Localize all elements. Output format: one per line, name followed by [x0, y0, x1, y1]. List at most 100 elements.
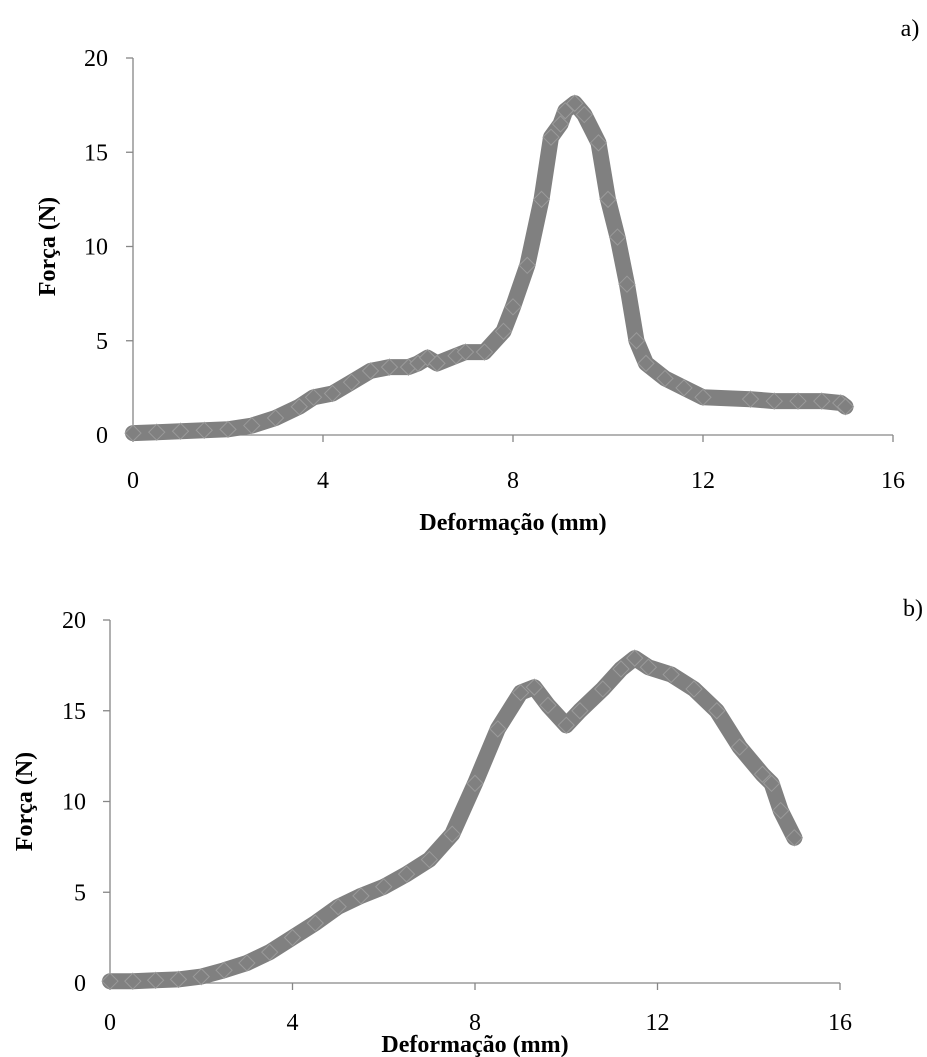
data-point [518, 256, 536, 275]
data-point [525, 678, 544, 696]
data-point [494, 322, 513, 341]
y-tick-label: 5 [74, 880, 86, 906]
x-tick-label: 16 [881, 468, 905, 494]
data-point [608, 228, 627, 246]
data-point [694, 388, 712, 407]
data-point [551, 115, 570, 133]
data-point [124, 424, 142, 442]
data-point [219, 420, 237, 439]
data-point [243, 416, 261, 435]
data-point [342, 373, 361, 391]
data-point [192, 967, 210, 986]
data-point [542, 128, 560, 146]
data-point [148, 423, 166, 441]
data-point [361, 362, 380, 380]
data-point [557, 716, 575, 734]
x-tick-label: 0 [104, 1010, 116, 1036]
x-tick-label: 0 [127, 468, 139, 494]
data-point [420, 850, 439, 869]
data-point [428, 354, 446, 373]
data-point [511, 683, 530, 702]
data-point [329, 898, 347, 916]
data-point [813, 392, 831, 410]
y-axis-title: Força (N) [35, 197, 61, 296]
y-axis-title: Força (N) [12, 752, 38, 851]
data-point [504, 298, 522, 316]
data-point [171, 422, 190, 440]
x-tick-label: 4 [287, 1010, 299, 1036]
y-tick-label: 20 [62, 608, 86, 634]
data-point [753, 765, 772, 783]
data-point [741, 390, 760, 408]
x-tick-label: 8 [469, 1010, 481, 1036]
data-point [594, 680, 612, 698]
data-point [662, 665, 680, 684]
x-tick-label: 12 [691, 468, 715, 494]
data-point [599, 190, 617, 209]
data-point [771, 801, 790, 820]
chart-panel-b: 0 4 8 12 16 0 5 10 15 20 Deformação (mm) Força (N) b… [12, 596, 923, 1057]
x-axis-title: Deformação (mm) [419, 510, 606, 536]
data-point [466, 774, 484, 793]
data-point [323, 384, 342, 403]
data-point [397, 865, 416, 883]
y-tick-label: 10 [62, 790, 86, 816]
data-point [627, 332, 646, 350]
data-point [195, 421, 213, 439]
data-point [675, 379, 693, 397]
data-point [352, 887, 370, 905]
data-point [656, 369, 674, 388]
y-tick-label: 15 [62, 699, 86, 725]
data-point [571, 702, 589, 720]
y-tick-label: 10 [84, 235, 108, 261]
data-point [489, 720, 507, 738]
data-point [618, 275, 636, 293]
data-point [124, 972, 142, 990]
data-point [304, 388, 323, 407]
y-tick-label: 0 [96, 423, 108, 449]
data-point [443, 825, 461, 843]
series-line [102, 650, 803, 990]
data-point [556, 102, 574, 120]
x-tick-label: 16 [828, 1010, 852, 1036]
x-tick-label: 12 [646, 1010, 670, 1036]
data-point [639, 658, 658, 676]
data-point [532, 190, 551, 209]
panel-label: a) [901, 16, 920, 42]
y-tick-label: 20 [84, 46, 108, 72]
data-point [380, 358, 399, 376]
chart-panel-a: 0 4 8 12 16 0 5 10 15 20 Deformação (mm) Força (N) a… [35, 16, 919, 536]
data-point [266, 409, 285, 427]
x-axis-title: Deformação (mm) [381, 1032, 568, 1057]
data-point [789, 392, 807, 410]
x-tick-label: 4 [317, 468, 329, 494]
data-point [283, 928, 302, 947]
data-point [290, 398, 308, 416]
data-point [215, 961, 233, 980]
data-point [589, 134, 608, 152]
data-point [306, 914, 325, 932]
data-point [169, 970, 188, 989]
data-point [146, 971, 165, 989]
y-tick-label: 5 [96, 329, 108, 355]
data-point [238, 954, 256, 972]
data-point [375, 878, 393, 896]
data-point [566, 94, 584, 112]
x-tick-label: 8 [507, 468, 519, 494]
data-point [762, 774, 781, 793]
data-point [612, 660, 630, 678]
data-point [765, 392, 783, 410]
data-point [836, 398, 855, 416]
data-point [475, 343, 494, 361]
data-point [685, 680, 703, 698]
data-point [539, 696, 557, 715]
data-point [260, 943, 279, 961]
data-point [575, 105, 593, 124]
panel-label: b) [903, 596, 923, 622]
y-tick-label: 15 [84, 140, 108, 166]
data-point [637, 354, 655, 373]
data-point [456, 343, 475, 361]
data-point [730, 738, 749, 756]
series-line [125, 95, 854, 442]
